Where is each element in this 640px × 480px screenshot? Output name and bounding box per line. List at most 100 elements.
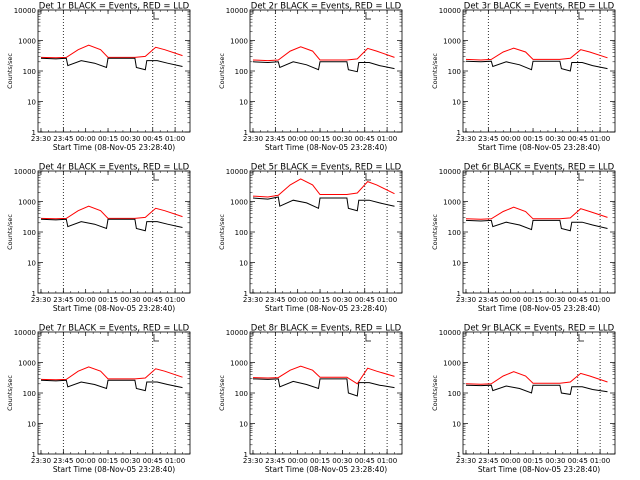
plot-frame (249, 170, 403, 294)
x-tick-label: 01:00 (377, 296, 397, 304)
x-tick-label: 00:15 (98, 296, 118, 304)
panel-det-5: Det 5r BLACK = Events, RED = LLD 1 10 100 10… (218, 163, 403, 313)
panel-det-2: Det 2r BLACK = Events, RED = LLD 1 10 100 10… (218, 2, 403, 152)
x-tick-label: 23:30 (456, 296, 476, 304)
y-tick-label: 10000 (226, 168, 248, 176)
x-tick-label: 01:00 (165, 296, 185, 304)
y-tick-label: 10000 (14, 7, 36, 15)
plot-frame (37, 9, 191, 133)
x-tick-label: 00:00 (501, 296, 521, 304)
plot-frame (462, 331, 616, 455)
plot-frame (462, 9, 616, 133)
x-tick-label: 01:00 (590, 457, 610, 465)
x-tick-label: 00:45 (143, 296, 163, 304)
y-tick-label: 100 (23, 229, 36, 237)
frame-marker-icon (153, 173, 159, 181)
panel-title: Det 1r BLACK = Events, RED = LLD (39, 2, 190, 12)
y-axis-label: Counts/sec (218, 375, 226, 411)
lld-series-line (465, 206, 608, 220)
x-tick-label: 00:00 (288, 457, 308, 465)
panel-det-1: Det 1r BLACK = Events, RED = LLD 1 10 100 10… (6, 2, 191, 152)
x-tick-label: 00:30 (545, 135, 565, 143)
x-axis-label: Start Time (08-Nov-05 23:28:40) (478, 304, 600, 313)
lld-series-line (465, 371, 608, 385)
x-tick-label: 23:30 (456, 135, 476, 143)
x-tick-label: 23:45 (265, 135, 285, 143)
panel-det-4: Det 4r BLACK = Events, RED = LLD 1 10 100 10… (6, 163, 191, 313)
x-tick-label: 01:00 (165, 135, 185, 143)
x-tick-label: 00:00 (288, 296, 308, 304)
x-tick-label: 23:45 (478, 135, 498, 143)
events-series-line (40, 57, 183, 71)
y-tick-label: 1 (457, 451, 461, 459)
events-series-line (465, 219, 608, 232)
x-tick-label: 00:30 (120, 457, 140, 465)
plot-frame (249, 331, 403, 455)
panel-det-8: Det 8r BLACK = Events, RED = LLD 1 10 100 10… (218, 324, 403, 474)
x-tick-label: 23:45 (53, 457, 73, 465)
events-series-line (252, 61, 395, 73)
x-tick-label: 23:30 (243, 457, 263, 465)
panel-title: Det 9r BLACK = Events, RED = LLD (464, 324, 615, 334)
y-axis-label: Counts/sec (431, 53, 439, 89)
x-axis-label: Start Time (08-Nov-05 23:28:40) (53, 304, 175, 313)
panel-det-9: Det 9r BLACK = Events, RED = LLD 1 10 100 10… (431, 324, 616, 474)
x-tick-label: 23:45 (478, 296, 498, 304)
x-tick-label: 01:00 (377, 135, 397, 143)
frame-marker-icon (365, 334, 371, 342)
panel-title: Det 7r BLACK = Events, RED = LLD (39, 324, 190, 334)
x-tick-label: 00:45 (143, 457, 163, 465)
y-tick-label: 1000 (230, 38, 248, 46)
x-tick-label: 00:00 (288, 135, 308, 143)
y-tick-label: 1 (32, 451, 36, 459)
y-tick-label: 10 (239, 421, 248, 429)
panel-det-6: Det 6r BLACK = Events, RED = LLD 1 10 100 10… (431, 163, 616, 313)
x-axis-label: Start Time (08-Nov-05 23:28:40) (53, 465, 175, 474)
x-tick-label: 01:00 (377, 457, 397, 465)
x-tick-label: 00:30 (120, 135, 140, 143)
x-tick-label: 00:30 (545, 296, 565, 304)
lld-series-line (465, 47, 608, 61)
x-tick-label: 00:00 (76, 457, 96, 465)
y-axis-label: Counts/sec (6, 53, 14, 89)
y-tick-label: 10 (27, 99, 36, 107)
x-tick-label: 00:45 (355, 457, 375, 465)
frame-marker-icon (153, 334, 159, 342)
y-tick-label: 1000 (443, 199, 461, 207)
x-axis-label: Start Time (08-Nov-05 23:28:40) (53, 143, 175, 152)
lld-series-line (40, 205, 183, 220)
panel-title: Det 3r BLACK = Events, RED = LLD (464, 2, 615, 12)
x-tick-label: 00:15 (98, 457, 118, 465)
x-tick-label: 01:00 (165, 457, 185, 465)
x-tick-label: 00:30 (332, 296, 352, 304)
frame-marker-icon (578, 12, 584, 20)
panel-title: Det 6r BLACK = Events, RED = LLD (464, 163, 615, 173)
x-axis-label: Start Time (08-Nov-05 23:28:40) (478, 143, 600, 152)
panel-det-7: Det 7r BLACK = Events, RED = LLD 1 10 100 10… (6, 324, 191, 474)
x-tick-label: 23:30 (456, 457, 476, 465)
y-tick-label: 1000 (18, 199, 36, 207)
plot-frame (37, 331, 191, 455)
x-tick-label: 23:30 (31, 457, 51, 465)
x-tick-label: 01:00 (590, 135, 610, 143)
y-tick-label: 100 (448, 229, 461, 237)
y-tick-label: 10 (27, 260, 36, 268)
frame-marker-icon (365, 173, 371, 181)
y-tick-label: 10 (239, 99, 248, 107)
x-tick-label: 00:30 (332, 135, 352, 143)
x-axis-label: Start Time (08-Nov-05 23:28:40) (265, 304, 387, 313)
panel-title: Det 4r BLACK = Events, RED = LLD (39, 163, 190, 173)
x-tick-label: 00:15 (523, 296, 543, 304)
y-axis-label: Counts/sec (6, 214, 14, 250)
y-tick-label: 1000 (443, 360, 461, 368)
y-tick-label: 10000 (439, 168, 461, 176)
y-tick-label: 1000 (18, 360, 36, 368)
events-series-line (465, 60, 608, 72)
y-axis-label: Counts/sec (218, 214, 226, 250)
panel-title: Det 8r BLACK = Events, RED = LLD (251, 324, 402, 334)
y-tick-label: 100 (235, 229, 248, 237)
lld-series-line (252, 46, 395, 62)
frame-marker-icon (578, 173, 584, 181)
x-tick-label: 00:15 (98, 135, 118, 143)
